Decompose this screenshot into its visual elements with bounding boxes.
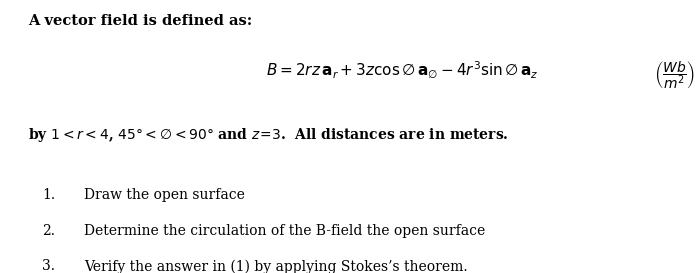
Text: $\left(\dfrac{Wb}{m^2}\right)$: $\left(\dfrac{Wb}{m^2}\right)$	[654, 59, 696, 91]
Text: $\mathit{B} = 2\mathit{rz}\,\mathbf{a}_{\mathit{r}} + 3\mathit{z}\cos\mathit{\va: $\mathit{B} = 2\mathit{rz}\,\mathbf{a}_{…	[266, 60, 538, 81]
Text: by $1 < r < 4$, $45° < \varnothing < 90°$ and $z\!=\!3$.  All distances are in m: by $1 < r < 4$, $45° < \varnothing < 90°…	[28, 126, 509, 144]
Text: 3.: 3.	[42, 259, 55, 273]
Text: Verify the answer in (1) by applying Stokes’s theorem.: Verify the answer in (1) by applying Sto…	[84, 259, 468, 273]
Text: A vector field is defined as:: A vector field is defined as:	[28, 14, 252, 28]
Text: 2.: 2.	[42, 224, 55, 238]
Text: 1.: 1.	[42, 188, 55, 202]
Text: Determine the circulation of the B-field the open surface: Determine the circulation of the B-field…	[84, 224, 485, 238]
Text: Draw the open surface: Draw the open surface	[84, 188, 245, 202]
